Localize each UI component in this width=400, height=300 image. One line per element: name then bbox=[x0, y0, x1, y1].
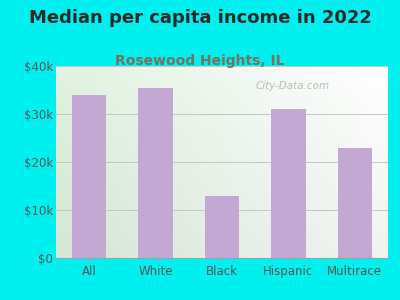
Bar bbox=[338, 148, 372, 258]
Bar bbox=[138, 88, 173, 258]
Bar bbox=[205, 196, 239, 258]
Text: Median per capita income in 2022: Median per capita income in 2022 bbox=[28, 9, 372, 27]
Bar bbox=[271, 109, 306, 258]
Text: Rosewood Heights, IL: Rosewood Heights, IL bbox=[115, 54, 285, 68]
Text: City-Data.com: City-Data.com bbox=[255, 81, 329, 92]
Bar bbox=[72, 95, 106, 258]
